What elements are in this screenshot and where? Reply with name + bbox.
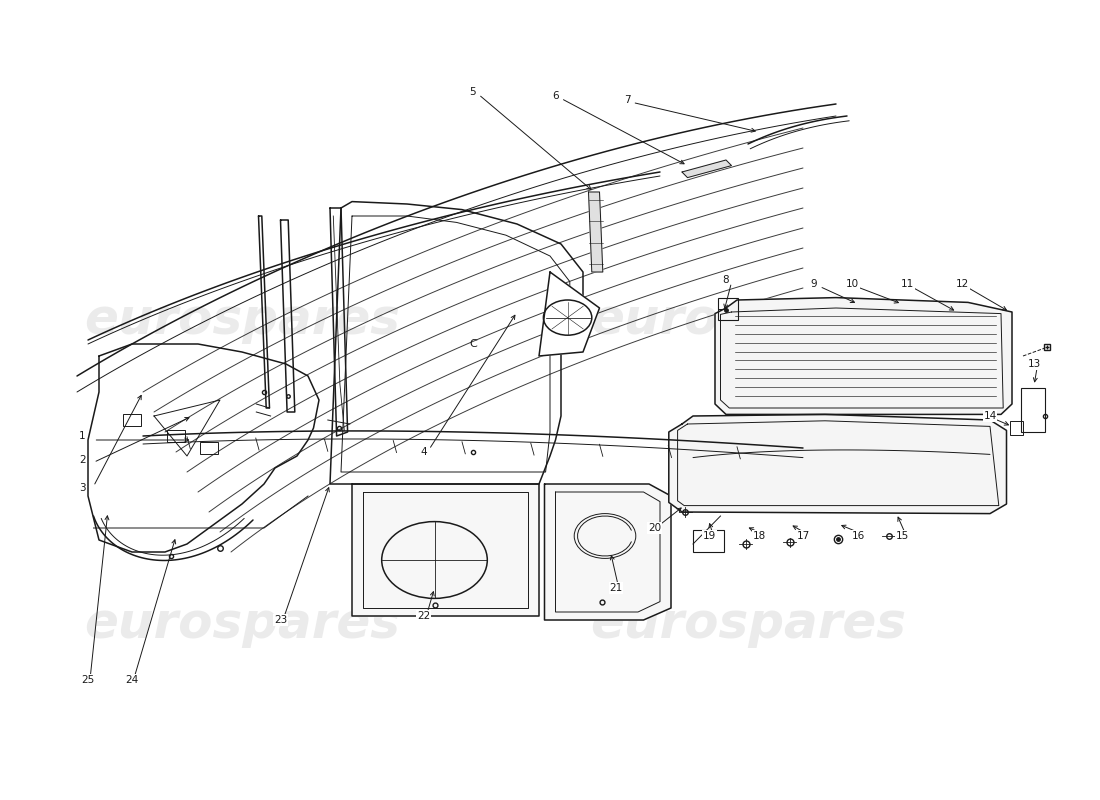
Bar — [693, 530, 724, 552]
Polygon shape — [544, 484, 671, 620]
Text: 5: 5 — [470, 87, 476, 97]
Bar — [1021, 388, 1045, 432]
Bar — [123, 414, 141, 426]
Text: 24: 24 — [125, 675, 139, 685]
Text: 16: 16 — [851, 531, 865, 541]
Text: 1: 1 — [79, 431, 86, 441]
Text: 23: 23 — [274, 615, 287, 625]
Text: 13: 13 — [1027, 359, 1041, 369]
Text: 8: 8 — [723, 275, 729, 285]
Polygon shape — [539, 272, 600, 356]
Text: 14: 14 — [983, 411, 997, 421]
Text: 20: 20 — [648, 523, 661, 533]
Text: 17: 17 — [796, 531, 810, 541]
Text: 9: 9 — [811, 279, 817, 289]
Bar — [200, 442, 218, 454]
Text: 12: 12 — [956, 279, 969, 289]
Text: 7: 7 — [624, 95, 630, 105]
Text: eurospares: eurospares — [590, 600, 906, 648]
Bar — [718, 298, 738, 320]
Text: 22: 22 — [417, 611, 430, 621]
Text: eurospares: eurospares — [84, 296, 400, 344]
Text: 3: 3 — [79, 483, 86, 493]
Text: 6: 6 — [552, 91, 559, 101]
Bar — [167, 430, 185, 442]
Text: 25: 25 — [81, 675, 95, 685]
Bar — [1010, 421, 1023, 435]
Polygon shape — [588, 192, 603, 272]
Text: 11: 11 — [901, 279, 914, 289]
Text: C: C — [469, 339, 477, 349]
Text: 21: 21 — [609, 583, 623, 593]
Text: 15: 15 — [895, 531, 909, 541]
Text: 10: 10 — [846, 279, 859, 289]
Text: eurospares: eurospares — [590, 296, 906, 344]
Text: 2: 2 — [79, 455, 86, 465]
Polygon shape — [352, 484, 539, 616]
Text: 19: 19 — [703, 531, 716, 541]
Polygon shape — [682, 160, 732, 178]
Text: eurospares: eurospares — [84, 600, 400, 648]
Text: 18: 18 — [752, 531, 766, 541]
Polygon shape — [715, 298, 1012, 414]
Text: 4: 4 — [420, 447, 427, 457]
Polygon shape — [669, 414, 1006, 514]
